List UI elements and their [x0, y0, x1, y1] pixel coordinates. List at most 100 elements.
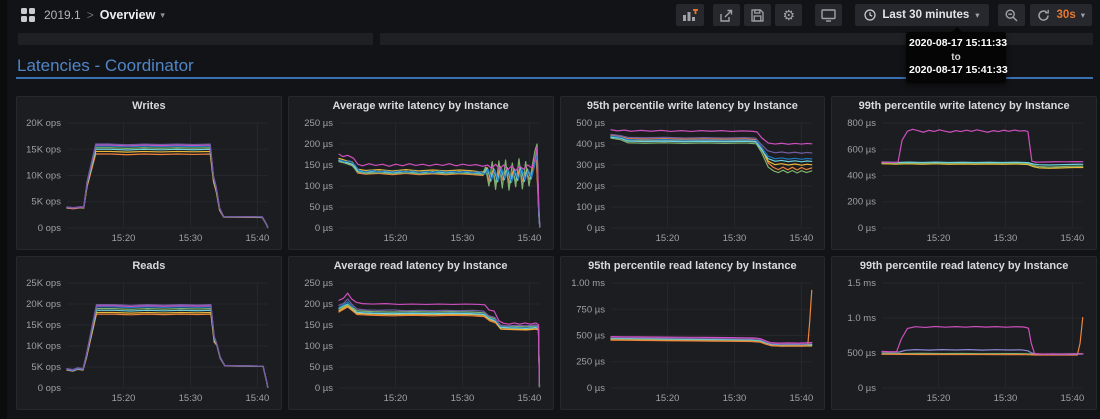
- monitor-icon: [821, 8, 837, 22]
- svg-text:0 ops: 0 ops: [38, 223, 61, 234]
- panel-title[interactable]: 95th percentile read latency by Instance: [588, 260, 797, 272]
- svg-text:500 µs: 500 µs: [576, 118, 605, 129]
- svg-text:150 µs: 150 µs: [304, 160, 333, 171]
- refresh-interval-label[interactable]: 30s: [1056, 9, 1076, 21]
- svg-text:15:20: 15:20: [927, 233, 951, 244]
- svg-text:15:20: 15:20: [927, 393, 951, 404]
- svg-text:750 µs: 750 µs: [576, 304, 605, 315]
- clock-icon: [864, 9, 876, 21]
- svg-text:10K ops: 10K ops: [26, 341, 61, 352]
- add-panel-button[interactable]: [676, 4, 705, 26]
- tooltip-from: 2020-08-17 15:11:33: [909, 37, 1008, 49]
- svg-text:15:30: 15:30: [450, 233, 474, 244]
- svg-text:15:40: 15:40: [1061, 233, 1085, 244]
- svg-text:500 µs: 500 µs: [576, 331, 605, 342]
- svg-text:15:30: 15:30: [994, 393, 1018, 404]
- svg-text:20K ops: 20K ops: [26, 299, 61, 310]
- svg-text:250 µs: 250 µs: [304, 278, 333, 289]
- time-range-picker[interactable]: Last 30 minutes ▾: [855, 4, 989, 26]
- svg-text:15:30: 15:30: [179, 233, 203, 244]
- cycle-view-button[interactable]: [815, 4, 843, 26]
- zoom-out-button[interactable]: [997, 4, 1025, 26]
- row-title-latencies-coordinator[interactable]: Latencies - Coordinator: [17, 56, 194, 75]
- svg-text:25K ops: 25K ops: [26, 278, 61, 289]
- svg-text:15:20: 15:20: [655, 393, 679, 404]
- refresh-interval-caret-icon[interactable]: ▾: [1080, 9, 1085, 20]
- refresh-icon[interactable]: [1037, 9, 1050, 22]
- svg-text:15:40: 15:40: [1061, 393, 1085, 404]
- panel-title[interactable]: 99th percentile write latency by Instanc…: [858, 100, 1070, 112]
- avg-read-latency-chart[interactable]: 15:20 15:30 15:40 0 µs 50 µs 100 µs 150 µs 200 …: [295, 277, 547, 405]
- svg-text:15:30: 15:30: [450, 393, 474, 404]
- breadcrumb-dashboard[interactable]: Overview: [99, 8, 156, 22]
- svg-text:10K ops: 10K ops: [26, 171, 61, 182]
- svg-text:15:20: 15:20: [383, 393, 407, 404]
- svg-text:50 µs: 50 µs: [309, 202, 333, 213]
- panel-title[interactable]: 99th percentile read latency by Instance: [859, 260, 1069, 272]
- row-title-underline: [16, 77, 1093, 79]
- panel-title[interactable]: Writes: [132, 100, 166, 112]
- svg-text:300 µs: 300 µs: [576, 160, 605, 171]
- svg-text:15:40: 15:40: [246, 233, 270, 244]
- reads-chart[interactable]: 15:20 15:30 15:40 0 ops 5K ops 10K ops 15K ops…: [23, 277, 275, 405]
- breadcrumb-caret-icon[interactable]: ▾: [160, 9, 165, 20]
- svg-text:800 µs: 800 µs: [848, 118, 877, 129]
- svg-text:0 µs: 0 µs: [858, 223, 876, 234]
- save-icon: [751, 8, 764, 22]
- avg-write-latency-chart[interactable]: 15:20 15:30 15:40 0 µs 50 µs 100 µs 150 µs 200 …: [295, 117, 547, 245]
- panel-reads: Reads 15:20 15:30 15:40 0 ops 5K ops 10K ops 1…: [16, 256, 282, 410]
- p99-write-latency-chart[interactable]: 15:20 15:30 15:40 0 µs 200 µs 400 µs 600 µs 800…: [838, 117, 1090, 245]
- svg-text:0 µs: 0 µs: [315, 223, 333, 234]
- panel-p99-read-latency: 99th percentile read latency by Instance…: [831, 256, 1097, 410]
- navbar: 2019.1 > Overview ▾ ⚙: [7, 0, 1100, 30]
- svg-text:100 µs: 100 µs: [576, 202, 605, 213]
- svg-text:15K ops: 15K ops: [26, 320, 61, 331]
- svg-text:400 µs: 400 µs: [848, 171, 877, 182]
- refresh-controls: 30s ▾: [1029, 4, 1092, 26]
- svg-text:200 µs: 200 µs: [304, 299, 333, 310]
- variable-bar-placeholder-1[interactable]: [18, 33, 373, 45]
- gear-icon: ⚙: [782, 7, 796, 23]
- panel-title[interactable]: Average read latency by Instance: [333, 260, 508, 272]
- tooltip-to-word: to: [951, 51, 961, 63]
- share-button[interactable]: [713, 4, 741, 26]
- svg-text:50 µs: 50 µs: [309, 362, 333, 373]
- svg-text:15:40: 15:40: [517, 393, 541, 404]
- svg-text:1.00 ms: 1.00 ms: [571, 278, 605, 289]
- p95-read-latency-chart[interactable]: 15:20 15:30 15:40 0 µs 250 µs 500 µs 750 µs 1.0…: [567, 277, 819, 405]
- panel-p99-write-latency: 99th percentile write latency by Instanc…: [831, 96, 1097, 250]
- svg-text:15:30: 15:30: [994, 233, 1018, 244]
- svg-text:15:20: 15:20: [655, 233, 679, 244]
- svg-text:15:40: 15:40: [789, 233, 813, 244]
- svg-text:5K ops: 5K ops: [31, 362, 61, 373]
- svg-text:200 µs: 200 µs: [576, 181, 605, 192]
- p99-read-latency-chart[interactable]: 15:20 15:30 15:40 0 µs 500 µs 1.0 ms 1.5 ms: [838, 277, 1090, 405]
- grafana-logo-icon[interactable]: [21, 8, 35, 22]
- svg-text:0 ops: 0 ops: [38, 383, 61, 394]
- svg-text:15:30: 15:30: [179, 393, 203, 404]
- p95-write-latency-chart[interactable]: 15:20 15:30 15:40 0 µs 100 µs 200 µs 300 µs 400…: [567, 117, 819, 245]
- svg-text:15:20: 15:20: [112, 393, 136, 404]
- svg-text:200 µs: 200 µs: [304, 139, 333, 150]
- save-button[interactable]: [744, 4, 772, 26]
- panel-avg-read-latency: Average read latency by Instance 15:20 15…: [287, 256, 554, 410]
- share-icon: [720, 9, 733, 22]
- svg-text:5K ops: 5K ops: [31, 197, 61, 208]
- breadcrumb-folder[interactable]: 2019.1: [44, 8, 81, 22]
- breadcrumb-separator: >: [86, 8, 94, 22]
- settings-button[interactable]: ⚙: [775, 4, 803, 26]
- svg-text:15:40: 15:40: [246, 393, 270, 404]
- panel-title[interactable]: Average write latency by Instance: [332, 100, 509, 112]
- svg-text:20K ops: 20K ops: [26, 118, 61, 129]
- panel-title[interactable]: Reads: [132, 260, 166, 272]
- svg-text:200 µs: 200 µs: [848, 197, 877, 208]
- svg-text:15:20: 15:20: [383, 233, 407, 244]
- panel-avg-write-latency: Average write latency by Instance 15:20 1…: [287, 96, 554, 250]
- writes-chart[interactable]: 15:20 15:30 15:40 0 ops 5K ops 10K ops 15K ops…: [23, 117, 275, 245]
- svg-text:15:20: 15:20: [112, 233, 136, 244]
- time-range-tooltip: 2020-08-17 15:11:33 to 2020-08-17 15:41:…: [906, 26, 1008, 84]
- svg-text:15:40: 15:40: [789, 393, 813, 404]
- dashboard-grid: Writes 15:20 15:30 15:40 0 ops 5K ops 10K ops…: [16, 96, 1097, 410]
- svg-text:15:30: 15:30: [722, 233, 746, 244]
- panel-title[interactable]: 95th percentile write latency by Instanc…: [586, 100, 798, 112]
